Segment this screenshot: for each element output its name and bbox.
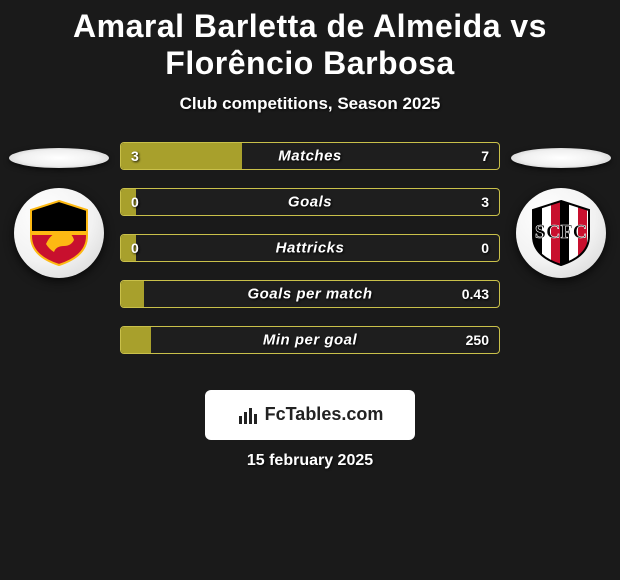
stat-bar-fill <box>121 327 151 353</box>
stat-right-value: 7 <box>481 148 489 164</box>
left-player-zone <box>4 142 114 372</box>
generation-date: 15 february 2025 <box>0 452 620 470</box>
svg-text:SCFC: SCFC <box>535 221 587 243</box>
stat-left-value: 0 <box>131 240 139 256</box>
stat-label: Goals <box>288 193 332 210</box>
stat-right-value: 0.43 <box>462 286 489 302</box>
stat-label: Matches <box>278 147 342 164</box>
comparison-title: Amaral Barletta de Almeida vs Florêncio … <box>0 0 620 82</box>
stat-label: Hattricks <box>276 239 345 256</box>
right-club-crest: SCFC <box>516 188 606 278</box>
stat-left-value: 3 <box>131 148 139 164</box>
stat-bars: 3 Matches 7 0 Goals 3 0 Hattricks 0 Goals per mat… <box>120 142 500 372</box>
stat-label: Goals per match <box>247 285 372 302</box>
halo-left <box>9 148 109 168</box>
stat-bar-fill <box>121 281 144 307</box>
comparison-subtitle: Club competitions, Season 2025 <box>0 94 620 114</box>
stat-bar: Min per goal 250 <box>120 326 500 354</box>
comparison-content: SCFC 3 Matches 7 0 Goals 3 0 Hattricks 0 Goals pe… <box>0 142 620 382</box>
stat-bar: Goals per match 0.43 <box>120 280 500 308</box>
stat-label: Min per goal <box>263 331 357 348</box>
stat-left-value: 0 <box>131 194 139 210</box>
brand-box: FcTables.com <box>205 390 415 440</box>
stat-right-value: 250 <box>466 332 489 348</box>
santa-cruz-icon: SCFC <box>526 198 596 268</box>
stat-bar-fill <box>121 143 242 169</box>
stat-bar: 0 Goals 3 <box>120 188 500 216</box>
stat-right-value: 3 <box>481 194 489 210</box>
stat-bar: 0 Hattricks 0 <box>120 234 500 262</box>
halo-right <box>511 148 611 168</box>
sport-recife-icon <box>24 198 94 268</box>
right-player-zone: SCFC <box>506 142 616 372</box>
bar-chart-icon <box>237 404 259 426</box>
left-club-crest <box>14 188 104 278</box>
stat-right-value: 0 <box>481 240 489 256</box>
stat-bar: 3 Matches 7 <box>120 142 500 170</box>
brand-text: FcTables.com <box>265 404 384 425</box>
